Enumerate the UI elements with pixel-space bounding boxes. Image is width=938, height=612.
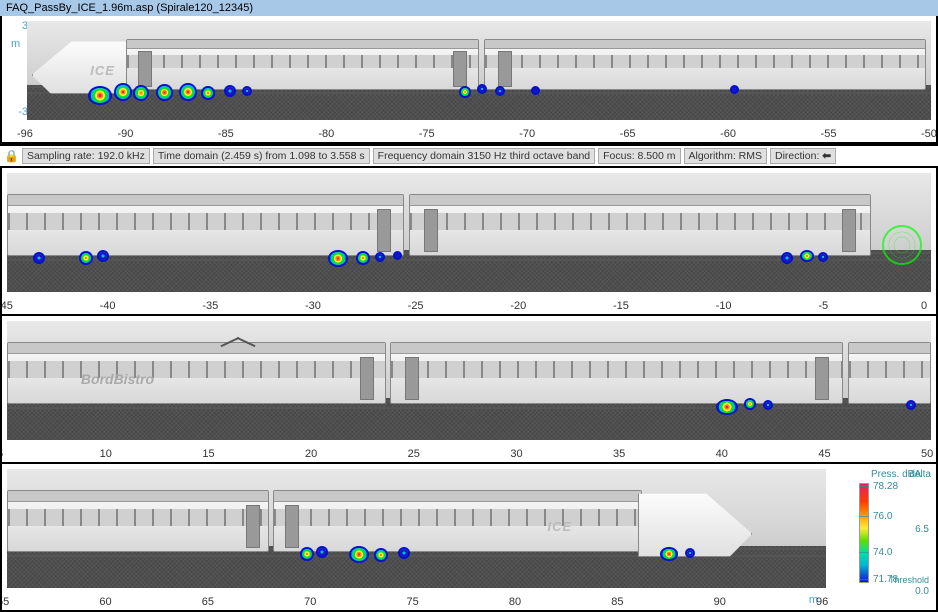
status-focus: Focus: 8.500 m (598, 148, 680, 164)
status-direction: Direction: ⬅ (770, 148, 836, 164)
window-title: FAQ_PassBy_ICE_1.96m.asp (Spirale120_123… (0, 0, 938, 16)
x-tick: 70 (304, 596, 316, 608)
x-tick: 10 (100, 448, 112, 460)
x-tick: -96 (17, 128, 33, 140)
cb-t1: 76.0 (873, 511, 892, 522)
x-tick: -85 (218, 128, 234, 140)
cb-thresh-label: Threshold (889, 575, 929, 585)
x-tick: -45 (0, 300, 13, 312)
x-tick: 25 (408, 448, 420, 460)
x-tick: -90 (117, 128, 133, 140)
x-tick: 0 (921, 300, 927, 312)
acoustic-hotspot (908, 402, 914, 408)
y-tick-top: 3 (8, 20, 28, 32)
status-freq: Frequency domain 3150 Hz third octave ba… (373, 148, 595, 164)
x-tick: -10 (716, 300, 732, 312)
x-tick: 5 (0, 448, 3, 460)
x-tick: 40 (716, 448, 728, 460)
x-tick: 15 (202, 448, 214, 460)
x-tick: 45 (818, 448, 830, 460)
acoustic-hotspot (377, 254, 383, 260)
cb-t2: 74.0 (873, 547, 892, 558)
status-sampling: Sampling rate: 192.0 kHz (22, 148, 150, 164)
x-tick: 85 (611, 596, 623, 608)
acoustic-hotspot (746, 400, 754, 408)
colorbar: Press. dBA delta 78.28 76.0 74.0 71.78 6… (831, 469, 931, 605)
acoustic-hotspot (400, 549, 408, 557)
acoustic-hotspot (687, 550, 693, 556)
x-tick: -55 (821, 128, 837, 140)
cb-delta: 6.5 (915, 524, 929, 535)
measurement-spiral (882, 225, 922, 265)
y-tick-bot: -3 (8, 106, 28, 118)
x-tick: 30 (510, 448, 522, 460)
x-tick: 96 (816, 596, 828, 608)
bordbistro-label: BordBistro (81, 371, 154, 387)
x-tick: 35 (613, 448, 625, 460)
acoustic-hotspot (376, 550, 386, 560)
acoustic-hotspot (35, 254, 43, 262)
x-tick: -60 (720, 128, 736, 140)
acoustic-hotspot (718, 401, 736, 413)
acoustic-hotspot (765, 402, 771, 408)
acoustic-panel-1: 3 m -3 ICE -96 -90 -85 -80 -75 -70 -65 -60 -55 -5… (0, 16, 938, 144)
acoustic-hotspot (81, 253, 91, 263)
acoustic-hotspot (351, 548, 367, 561)
train-view-3[interactable]: BordBistro (7, 321, 931, 440)
cb-thresh: 0.0 (915, 586, 929, 597)
colorbar-delta-label: delta (909, 469, 931, 480)
acoustic-hotspot (358, 253, 368, 263)
x-tick: 80 (509, 596, 521, 608)
colorbar-gradient (859, 483, 869, 583)
x-tick: -20 (510, 300, 526, 312)
acoustic-hotspot (662, 549, 676, 559)
x-tick: -35 (202, 300, 218, 312)
x-tick: -80 (318, 128, 334, 140)
acoustic-hotspot (302, 549, 312, 559)
status-algo: Algorithm: RMS (684, 148, 768, 164)
x-tick: -75 (419, 128, 435, 140)
acoustic-hotspot (116, 85, 130, 99)
acoustic-hotspot (330, 252, 346, 265)
train-view-1[interactable]: ICE (27, 21, 931, 120)
pantograph-icon (220, 333, 256, 347)
train-view-2[interactable] (7, 173, 931, 292)
y-unit: m (11, 38, 20, 50)
x-tick: -25 (408, 300, 424, 312)
acoustic-hotspot (395, 253, 400, 258)
x-tick: 75 (407, 596, 419, 608)
x-tick: -15 (613, 300, 629, 312)
acoustic-hotspot (181, 85, 195, 99)
x-tick: 90 (714, 596, 726, 608)
status-time: Time domain (2.459 s) from 1.098 to 3.55… (153, 148, 370, 164)
x-tick: 50 (921, 448, 933, 460)
x-tick: -40 (100, 300, 116, 312)
acoustic-hotspot (802, 252, 812, 260)
ice-logo: ICE (90, 63, 115, 78)
x-tick: -50 (921, 128, 937, 140)
acoustic-panel-2: -45 -40 -35 -30 -25 -20 -15 -10 -5 0 (0, 168, 938, 316)
acoustic-hotspot (99, 252, 107, 260)
acoustic-panel-3: BordBistro 5 10 15 20 25 30 35 40 45 50 (0, 316, 938, 464)
status-bar: 🔒 Sampling rate: 192.0 kHz Time domain (… (0, 144, 938, 168)
acoustic-panel-4: ICE Press. dBA delta 78.28 76.0 74.0 71.… (0, 464, 938, 612)
x-tick: 20 (305, 448, 317, 460)
x-tick: -30 (305, 300, 321, 312)
ice-logo: ICE (548, 519, 573, 534)
x-tick: -70 (519, 128, 535, 140)
x-tick: 60 (99, 596, 111, 608)
x-tick: -5 (818, 300, 828, 312)
x-tick: 65 (202, 596, 214, 608)
train-view-4[interactable]: ICE (7, 469, 826, 588)
acoustic-hotspot (318, 548, 326, 556)
acoustic-hotspot (820, 254, 826, 260)
lock-icon: 🔒 (4, 149, 19, 163)
cb-max: 78.28 (873, 481, 898, 492)
x-tick: -65 (620, 128, 636, 140)
x-tick: 55 (0, 596, 9, 608)
